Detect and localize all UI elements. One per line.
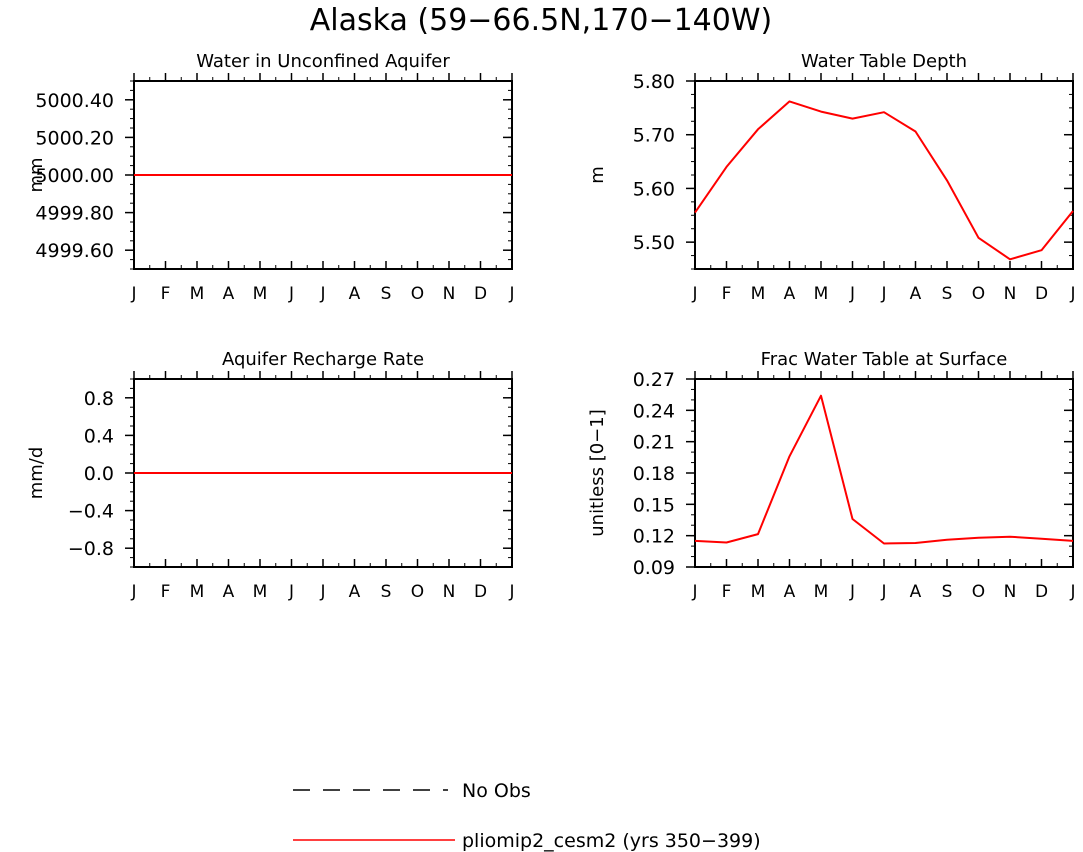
legend-obs-label: No Obs	[462, 780, 531, 802]
x-tick-label: M	[253, 582, 268, 602]
x-tick-label: O	[411, 284, 424, 304]
x-tick-label: J	[288, 582, 294, 602]
y-tick-label: 0.27	[633, 369, 675, 391]
x-tick-label: F	[161, 582, 171, 602]
y-axis-label: m	[587, 166, 608, 184]
chart-panel-4: Frac Water Table at Surface unitless [0−1…	[587, 349, 1076, 602]
plot-frame	[694, 80, 1074, 270]
y-tick-label: 0.4	[84, 425, 114, 447]
y-axis-label: mm	[26, 157, 47, 192]
x-tick-label: M	[814, 582, 829, 602]
plot-frame	[694, 378, 1074, 568]
x-tick-label: M	[190, 582, 205, 602]
y-tick-label: 5000.40	[35, 90, 114, 112]
x-tick-label: A	[910, 284, 922, 304]
x-tick-label: J	[849, 582, 855, 602]
panel-title: Frac Water Table at Surface	[761, 349, 1008, 370]
x-tick-label: A	[349, 284, 361, 304]
x-tick-label: N	[1004, 284, 1017, 304]
x-tick-label: D	[1035, 582, 1048, 602]
y-tick-label: 0.0	[84, 463, 114, 485]
y-tick-label: 0.24	[633, 400, 675, 422]
x-tick-label: A	[784, 582, 796, 602]
y-tick-label: 0.8	[84, 388, 114, 410]
x-tick-label: D	[474, 582, 487, 602]
panel-title: Water in Unconfined Aquifer	[196, 51, 450, 72]
x-tick-label: M	[751, 582, 766, 602]
x-tick-label: D	[1035, 284, 1048, 304]
x-tick-label: A	[223, 284, 235, 304]
y-tick-label: 4999.80	[35, 203, 114, 225]
x-tick-label: J	[130, 582, 136, 602]
x-tick-label: F	[161, 284, 171, 304]
y-tick-label: 5.70	[633, 125, 675, 147]
figure-title: Alaska (59−66.5N,170−140W)	[310, 3, 772, 38]
x-tick-label: S	[381, 582, 392, 602]
x-tick-label: M	[253, 284, 268, 304]
panel-title: Water Table Depth	[801, 51, 967, 72]
x-tick-label: M	[751, 284, 766, 304]
y-tick-label: −0.4	[68, 501, 114, 523]
series-line	[694, 394, 1074, 545]
y-tick-label: −0.8	[68, 538, 114, 560]
y-tick-label: 0.09	[633, 557, 675, 579]
x-tick-label: M	[814, 284, 829, 304]
x-tick-label: O	[972, 284, 985, 304]
y-tick-label: 5000.00	[35, 165, 114, 187]
x-tick-label: J	[319, 582, 325, 602]
x-tick-label: J	[849, 284, 855, 304]
x-tick-label: F	[722, 582, 732, 602]
x-tick-label: S	[942, 582, 953, 602]
x-tick-label: M	[190, 284, 205, 304]
x-tick-label: J	[1069, 582, 1075, 602]
x-tick-label: J	[880, 582, 886, 602]
panel-title: Aquifer Recharge Rate	[222, 349, 424, 370]
x-tick-label: D	[474, 284, 487, 304]
y-tick-label: 0.18	[633, 463, 675, 485]
legend: No Obs pliomip2_cesm2 (yrs 350−399)	[293, 780, 761, 852]
x-tick-label: N	[443, 284, 456, 304]
y-tick-label: 0.12	[633, 526, 675, 548]
x-tick-label: A	[349, 582, 361, 602]
x-tick-label: O	[972, 582, 985, 602]
x-tick-label: A	[910, 582, 922, 602]
x-tick-label: J	[1069, 284, 1075, 304]
x-tick-label: A	[784, 284, 796, 304]
x-tick-label: J	[691, 582, 697, 602]
y-tick-label: 5.80	[633, 71, 675, 93]
x-tick-label: N	[443, 582, 456, 602]
y-tick-label: 5.50	[633, 232, 675, 254]
y-tick-label: 0.15	[633, 494, 675, 516]
x-tick-label: O	[411, 582, 424, 602]
x-tick-label: J	[880, 284, 886, 304]
x-tick-label: F	[722, 284, 732, 304]
y-tick-label: 5000.20	[35, 127, 114, 149]
x-tick-label: J	[319, 284, 325, 304]
x-tick-label: N	[1004, 582, 1017, 602]
x-tick-label: A	[223, 582, 235, 602]
x-tick-label: S	[942, 284, 953, 304]
legend-model-label: pliomip2_cesm2 (yrs 350−399)	[462, 830, 761, 852]
y-axis-label: mm/d	[26, 447, 47, 500]
x-tick-label: J	[130, 284, 136, 304]
y-tick-label: 4999.60	[35, 240, 114, 262]
y-axis-label: unitless [0−1]	[587, 409, 608, 536]
x-tick-label: S	[381, 284, 392, 304]
x-tick-label: J	[508, 284, 514, 304]
x-tick-label: J	[691, 284, 697, 304]
x-tick-label: J	[508, 582, 514, 602]
series-line	[694, 100, 1074, 261]
x-tick-label: J	[288, 284, 294, 304]
y-tick-label: 0.21	[633, 432, 675, 454]
y-tick-label: 5.60	[633, 178, 675, 200]
